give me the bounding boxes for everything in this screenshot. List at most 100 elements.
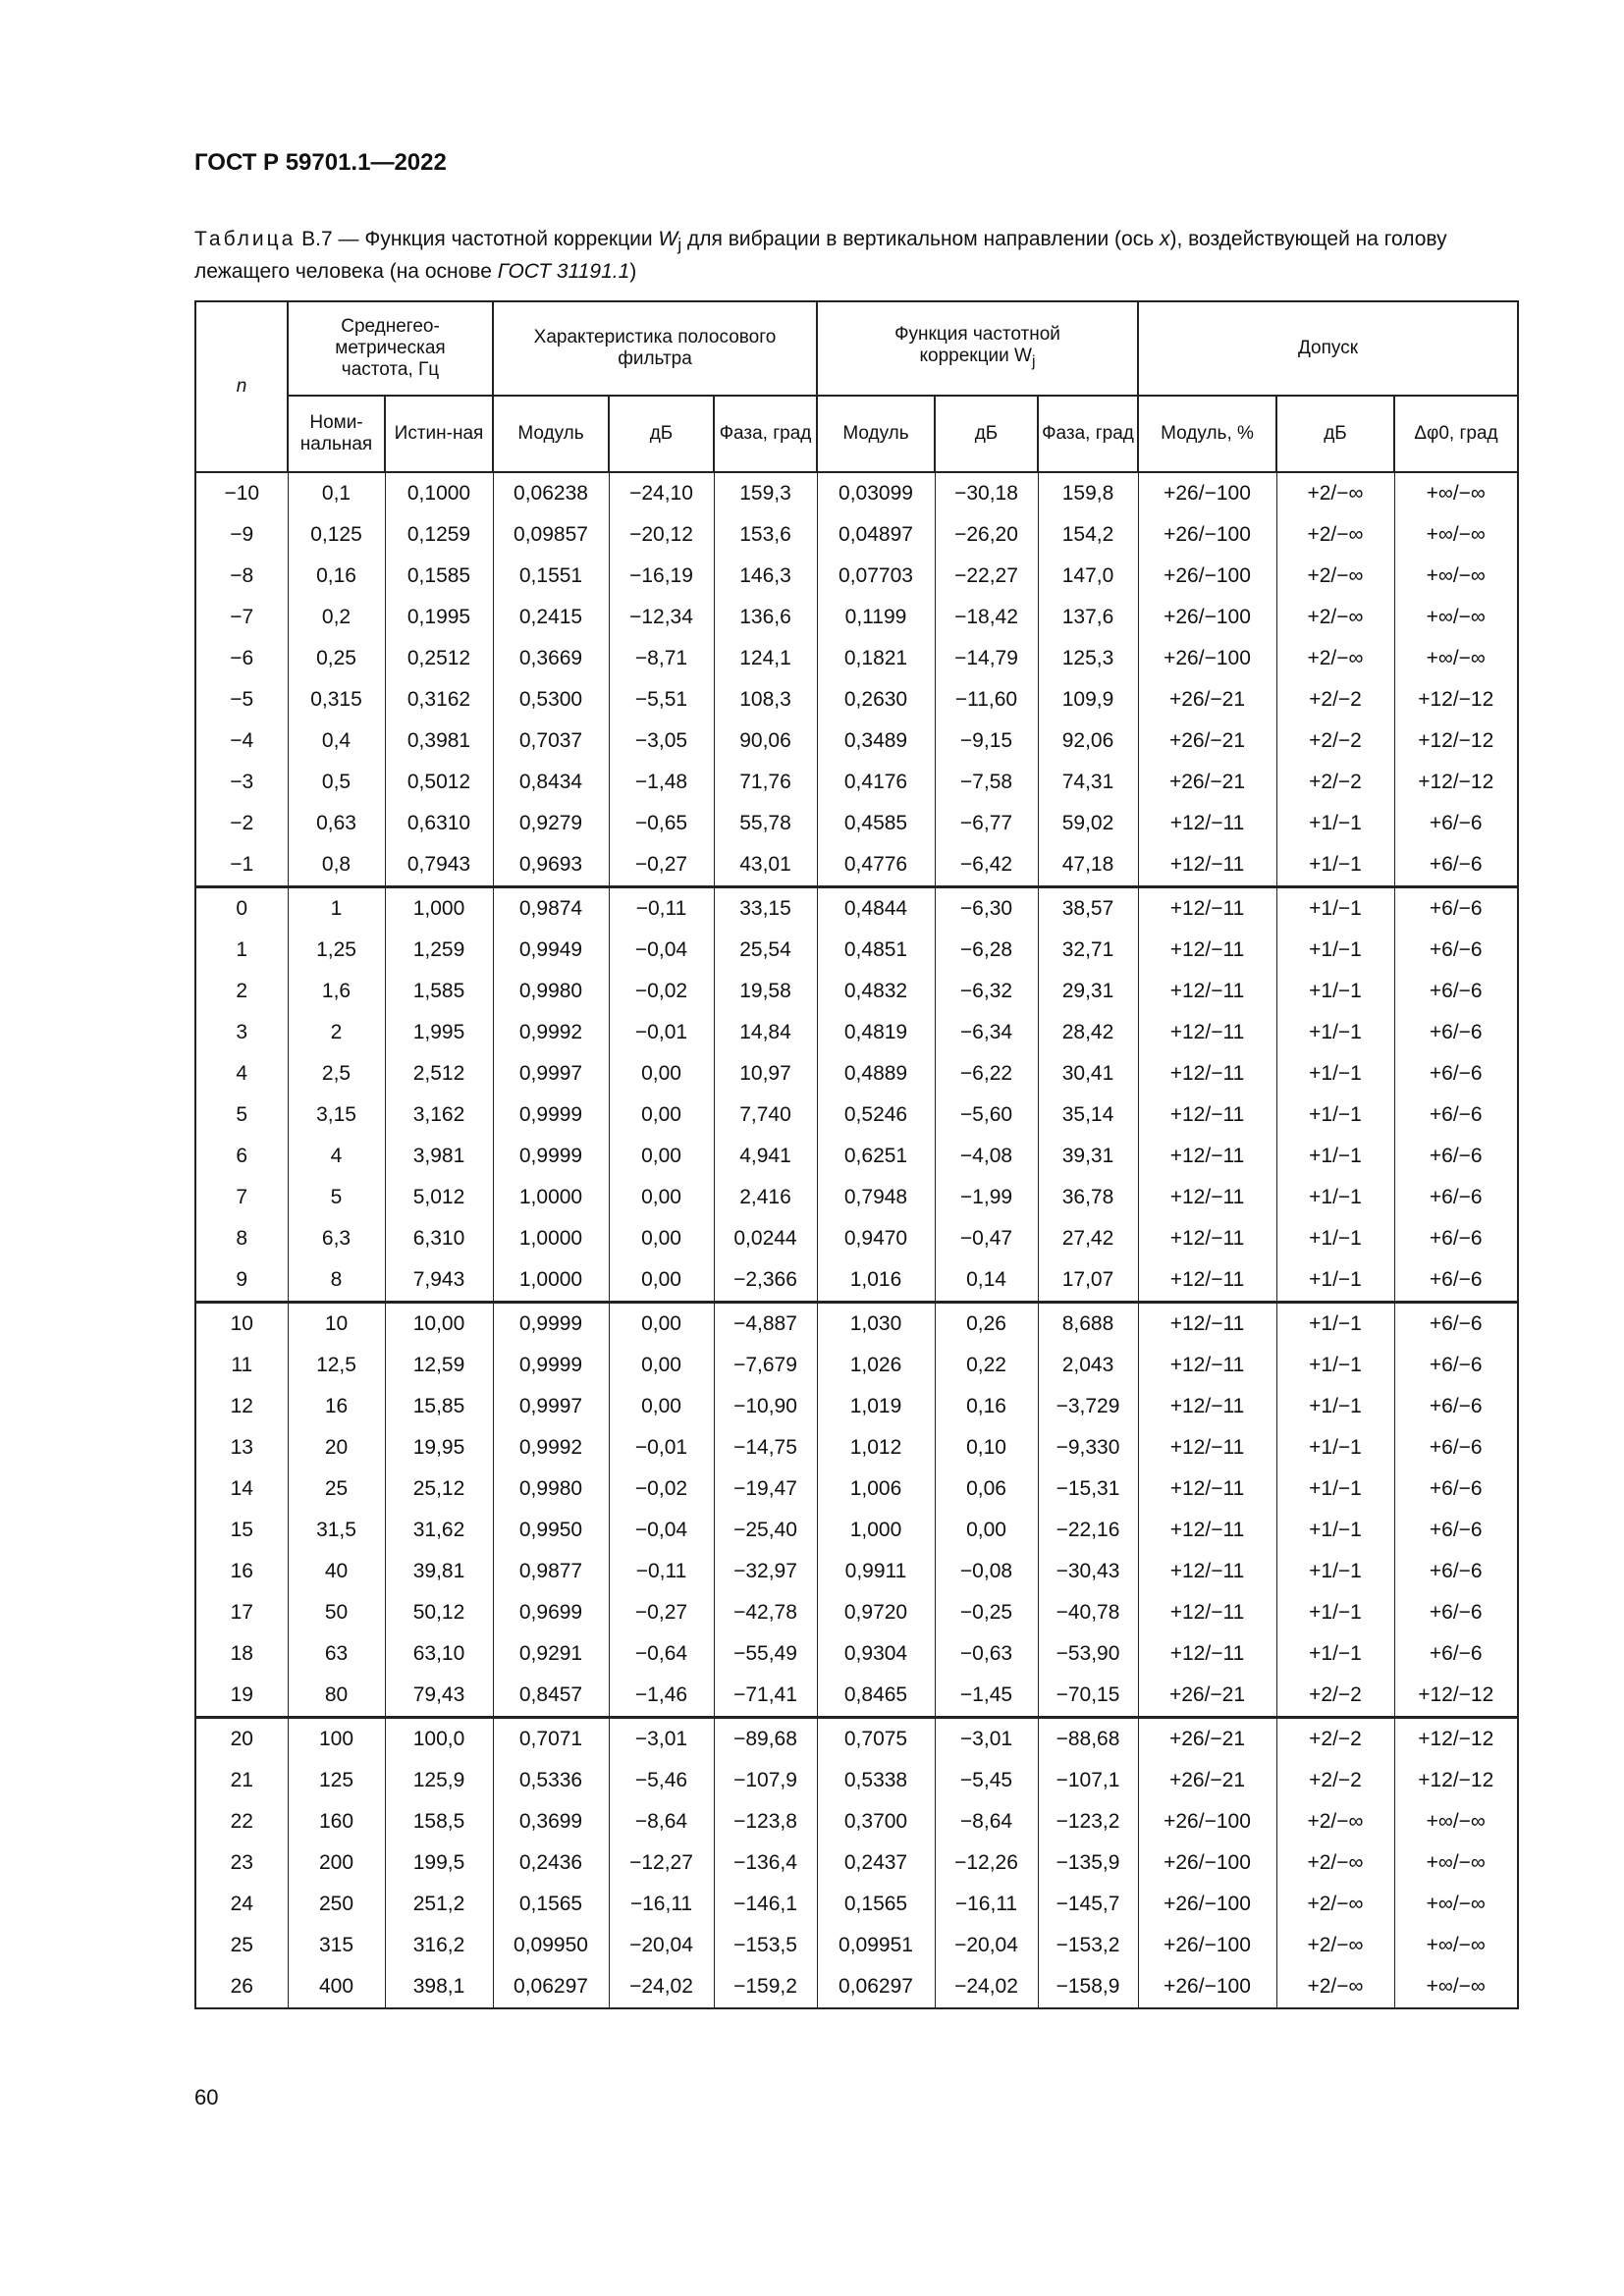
table-cell: 0,9980 bbox=[492, 1468, 610, 1510]
table-cell: 5,012 bbox=[384, 1177, 494, 1218]
table-cell: −107,9 bbox=[713, 1760, 818, 1801]
table-cell: +26/−21 bbox=[1137, 1716, 1277, 1760]
table-cell: 0,4832 bbox=[816, 971, 936, 1012]
table-cell: 10,97 bbox=[713, 1053, 818, 1095]
table-cell: 0,5246 bbox=[816, 1095, 936, 1136]
table-cell: +∞/−∞ bbox=[1393, 638, 1519, 679]
table-cell: 1,016 bbox=[816, 1259, 936, 1303]
table-cell: −6,30 bbox=[934, 885, 1039, 930]
table-cell: 0,04897 bbox=[816, 514, 936, 556]
table-cell: +2/−∞ bbox=[1275, 556, 1395, 597]
table-cell: +6/−6 bbox=[1393, 1386, 1519, 1427]
table-cell: +6/−6 bbox=[1393, 1218, 1519, 1259]
table-cell: 0,5338 bbox=[816, 1760, 936, 1801]
table-cell: −89,68 bbox=[713, 1716, 818, 1760]
table-cell: −0,63 bbox=[934, 1633, 1039, 1675]
table-cell: 0,00 bbox=[608, 1345, 715, 1386]
table-cell: −10,90 bbox=[713, 1386, 818, 1427]
table-cell: 1 bbox=[194, 930, 289, 971]
table-cell: 0,9950 bbox=[492, 1510, 610, 1551]
table-cell: +2/−∞ bbox=[1275, 638, 1395, 679]
table-cell: 0,06 bbox=[934, 1468, 1039, 1510]
table-cell: −0,25 bbox=[934, 1592, 1039, 1633]
table-cell: +6/−6 bbox=[1393, 1259, 1519, 1303]
table-cell: 4 bbox=[194, 1053, 289, 1095]
table-cell: −9 bbox=[194, 514, 289, 556]
table-cell: 0,00 bbox=[608, 1053, 715, 1095]
table-cell: 0,9999 bbox=[492, 1136, 610, 1177]
table-cell: −7,58 bbox=[934, 762, 1039, 803]
table-cell: +2/−2 bbox=[1275, 1675, 1395, 1718]
document-id: ГОСТ Р 59701.1—2022 bbox=[194, 149, 447, 176]
table-cell: 36,78 bbox=[1037, 1177, 1139, 1218]
table-cell: 400 bbox=[287, 1966, 386, 2009]
table-cell: 0,7075 bbox=[816, 1716, 936, 1760]
table-cell: −6,28 bbox=[934, 930, 1039, 971]
table-cell: 0,9874 bbox=[492, 885, 610, 930]
table-cell: −107,1 bbox=[1037, 1760, 1139, 1801]
table-cell: 147,0 bbox=[1037, 556, 1139, 597]
table-cell: 35,14 bbox=[1037, 1095, 1139, 1136]
table-cell: +26/−21 bbox=[1137, 1760, 1277, 1801]
table-cell: 3,15 bbox=[287, 1095, 386, 1136]
table-cell: 21 bbox=[194, 1760, 289, 1801]
table-cell: 5 bbox=[194, 1095, 289, 1136]
table-cell: 2,5 bbox=[287, 1053, 386, 1095]
table-cell: −26,20 bbox=[934, 514, 1039, 556]
table-cell: 0,3669 bbox=[492, 638, 610, 679]
table-cell: +6/−6 bbox=[1393, 1136, 1519, 1177]
table-row: −1 0,8 0,7943 0,9693 −0,27 43,01 0,4776 −6,42 47… bbox=[194, 844, 1519, 887]
table-cell: 0,1000 bbox=[384, 472, 494, 514]
table-cell: +26/−100 bbox=[1137, 597, 1277, 638]
table-cell: 1,026 bbox=[816, 1345, 936, 1386]
table-cell: −0,02 bbox=[608, 971, 715, 1012]
table-cell: 158,5 bbox=[384, 1801, 494, 1842]
table-cell: −6,32 bbox=[934, 971, 1039, 1012]
table-cell: 0,1551 bbox=[492, 556, 610, 597]
table-cell: 0,1199 bbox=[816, 597, 936, 638]
table-cell: 7,943 bbox=[384, 1259, 494, 1303]
table-cell: 10 bbox=[194, 1301, 289, 1345]
table-cell: +12/−12 bbox=[1393, 721, 1519, 762]
table-cell: +2/−∞ bbox=[1275, 1801, 1395, 1842]
table-cell: 79,43 bbox=[384, 1675, 494, 1718]
table-cell: 0,07703 bbox=[816, 556, 936, 597]
table-cell: −88,68 bbox=[1037, 1716, 1139, 1760]
table-cell: 0,00 bbox=[608, 1218, 715, 1259]
table-cell: 38,57 bbox=[1037, 885, 1139, 930]
table-cell: −3,729 bbox=[1037, 1386, 1139, 1427]
table-cell: +2/−2 bbox=[1275, 679, 1395, 721]
table-cell: 124,1 bbox=[713, 638, 818, 679]
table-cell: +6/−6 bbox=[1393, 1427, 1519, 1468]
table-cell: +26/−100 bbox=[1137, 1925, 1277, 1966]
table-cell: 10 bbox=[287, 1301, 386, 1345]
table-cell: 39,31 bbox=[1037, 1136, 1139, 1177]
table-row: 20 100 100,0 0,7071 −3,01 −89,68 0,7075 −3,01 −8… bbox=[194, 1716, 1519, 1760]
table-cell: −12,34 bbox=[608, 597, 715, 638]
table-cell: 50,12 bbox=[384, 1592, 494, 1633]
table-cell: 3 bbox=[194, 1012, 289, 1053]
table-cell: 0,14 bbox=[934, 1259, 1039, 1303]
table-row: 25 315 316,2 0,09950 −20,04 −153,5 0,09951 −20,… bbox=[194, 1925, 1519, 1966]
table-cell: +1/−1 bbox=[1275, 1218, 1395, 1259]
table-cell: +6/−6 bbox=[1393, 1095, 1519, 1136]
table-row: 16 40 39,81 0,9877 −0,11 −32,97 0,9911 −0,08 −30… bbox=[194, 1551, 1519, 1592]
table-row: 5 3,15 3,162 0,9999 0,00 7,740 0,5246 −5,60 35,1… bbox=[194, 1095, 1519, 1136]
table-cell: 1,006 bbox=[816, 1468, 936, 1510]
table-cell: 25,12 bbox=[384, 1468, 494, 1510]
table-cell: 0,3700 bbox=[816, 1801, 936, 1842]
table-cell: 0,9720 bbox=[816, 1592, 936, 1633]
table-row: −6 0,25 0,2512 0,3669 −8,71 124,1 0,1821 −14,79… bbox=[194, 638, 1519, 679]
table-cell: −15,31 bbox=[1037, 1468, 1139, 1510]
table-cell: +2/−∞ bbox=[1275, 514, 1395, 556]
table-cell: −16,19 bbox=[608, 556, 715, 597]
table-cell: −55,49 bbox=[713, 1633, 818, 1675]
table-cell: +12/−11 bbox=[1137, 930, 1277, 971]
table-cell: 0,09950 bbox=[492, 1925, 610, 1966]
table-cell: 0,9949 bbox=[492, 930, 610, 971]
table-cell: 50 bbox=[287, 1592, 386, 1633]
table-cell: 25 bbox=[287, 1468, 386, 1510]
table-row: −5 0,315 0,3162 0,5300 −5,51 108,3 0,2630 −11,6… bbox=[194, 679, 1519, 721]
table-cell: 13 bbox=[194, 1427, 289, 1468]
table-cell: 6,310 bbox=[384, 1218, 494, 1259]
